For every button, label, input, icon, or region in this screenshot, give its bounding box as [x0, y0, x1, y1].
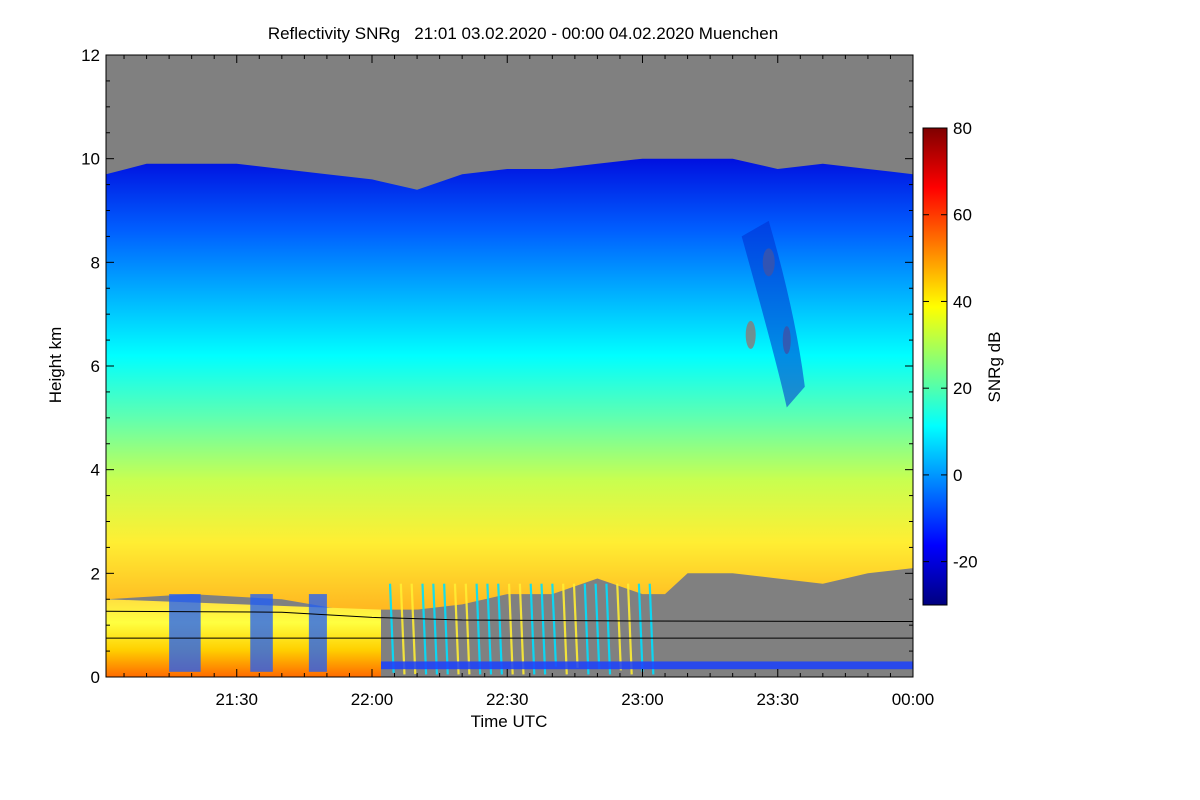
fall-streak [572, 583, 579, 668]
fall-streak [453, 583, 460, 675]
y-tick-label: 4 [91, 461, 100, 480]
fall-streak [421, 583, 428, 675]
fall-streak [518, 583, 525, 675]
x-tick-label: 23:00 [621, 690, 664, 709]
colorbar-tick-label: 60 [953, 206, 972, 225]
fall-streak [562, 583, 568, 675]
y-axis-label: Height km [46, 327, 65, 404]
colorbar-scale [922, 127, 948, 606]
fall-streak [497, 583, 503, 675]
colorbar-tick-label: -20 [953, 553, 978, 572]
y-tick-label: 12 [81, 46, 100, 65]
colorbar: -20 0 20 40 60 80 [922, 119, 978, 606]
x-tick-label: 22:00 [351, 690, 394, 709]
y-tick-label: 10 [81, 150, 100, 169]
x-tick-label: 22:30 [486, 690, 529, 709]
ground-clutter [381, 661, 913, 670]
x-axis: 21:30 22:00 22:30 23:00 23:30 00:00 [123, 55, 935, 709]
fall-streak [594, 583, 601, 670]
mixing-layer-line [106, 610, 913, 622]
colorbar-tick-label: 0 [953, 466, 962, 485]
fall-streak [551, 583, 558, 667]
fall-streak [443, 583, 449, 675]
y-tick-label: 0 [91, 668, 100, 687]
colorbar-label: SNRg dB [985, 332, 1004, 403]
colorbar-tick-label: 80 [953, 119, 972, 138]
fall-streak [464, 583, 471, 675]
y-axis: 0 2 4 6 8 10 12 [81, 46, 913, 687]
fall-streak [507, 583, 514, 675]
fall-streak [486, 583, 493, 675]
dry-gap [308, 594, 327, 672]
x-tick-label: 23:30 [756, 690, 799, 709]
fall-streak [432, 583, 439, 675]
fall-streak [529, 583, 536, 675]
fall-streak [475, 583, 482, 675]
chart-title: Reflectivity SNRg 21:01 03.02.2020 - 00:… [268, 24, 778, 43]
fall-streak [616, 583, 622, 671]
dry-gap [169, 594, 201, 672]
colorbar-tick-label: 40 [953, 292, 972, 311]
plot-area [106, 55, 913, 677]
y-tick-label: 2 [91, 564, 100, 583]
echo-region [106, 158, 913, 615]
y-tick-label: 8 [91, 253, 100, 272]
colorbar-tick-label: 20 [953, 379, 972, 398]
dry-gap [250, 594, 273, 672]
fall-streak [626, 583, 633, 675]
fall-streak [605, 583, 612, 675]
fall-streak [637, 583, 644, 672]
y-tick-label: 6 [91, 357, 100, 376]
x-tick-label: 00:00 [892, 690, 935, 709]
x-tick-label: 21:30 [215, 690, 258, 709]
fall-streak [540, 583, 547, 675]
fall-streak [648, 583, 655, 675]
fall-streak [399, 583, 406, 675]
x-axis-label: Time UTC [471, 712, 548, 731]
fall-streak [583, 583, 590, 675]
signal-hole [745, 320, 756, 349]
fall-streak [388, 583, 395, 673]
dry-plume [741, 220, 805, 408]
fall-streak [410, 583, 417, 675]
